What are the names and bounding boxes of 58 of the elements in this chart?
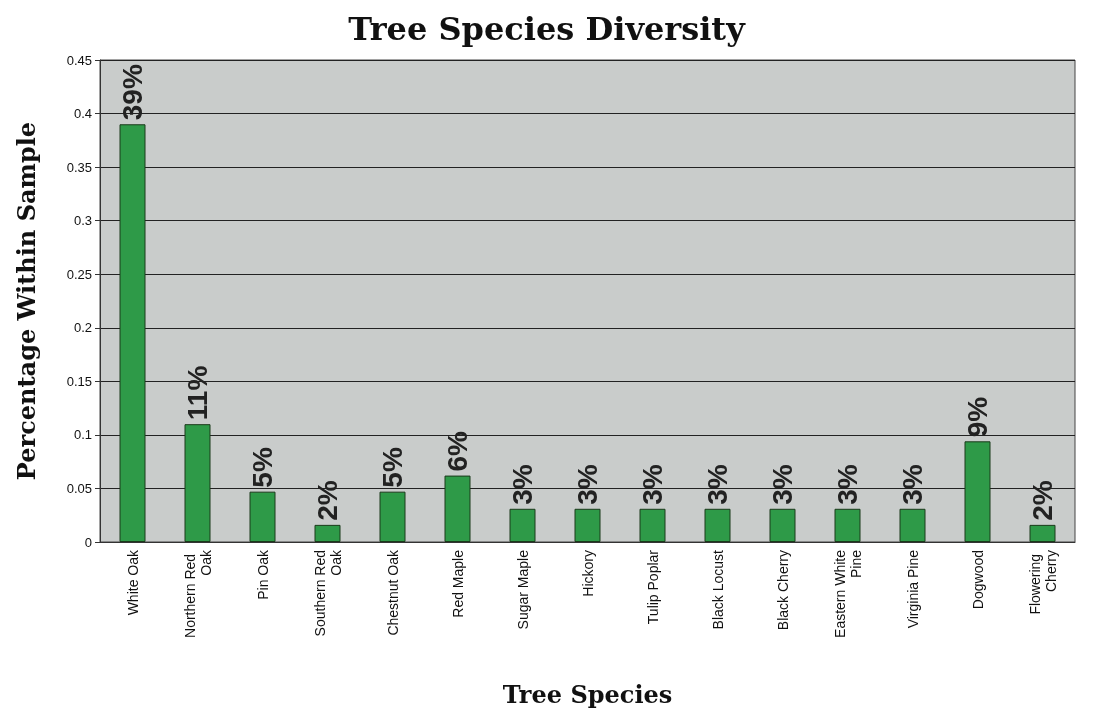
- x-tick-label: Sugar Maple: [514, 549, 531, 630]
- data-label: 3%: [637, 464, 668, 505]
- chart-title: Tree Species Diversity: [348, 10, 747, 48]
- bar: [379, 491, 406, 542]
- y-tick-label: 0.4: [73, 106, 92, 122]
- bar: [574, 508, 601, 542]
- y-tick-label: 0.35: [66, 159, 92, 175]
- x-tick-label: Southern Red Oak: [311, 549, 344, 637]
- data-label: 5%: [377, 447, 408, 488]
- data-label: 2%: [1027, 480, 1058, 521]
- y-tick-label: 0.15: [66, 373, 92, 389]
- data-label: 6%: [442, 431, 473, 472]
- y-tick-label: 0.05: [66, 480, 92, 496]
- data-label: 5%: [247, 447, 278, 488]
- data-label: 3%: [832, 464, 863, 505]
- data-label: 39%: [117, 64, 148, 121]
- x-tick-label: Flowering Cherry: [1026, 550, 1059, 615]
- data-label: 3%: [572, 464, 603, 505]
- data-label: 9%: [962, 396, 993, 438]
- y-tick-label: 0.25: [66, 266, 92, 282]
- data-label: 2%: [312, 480, 343, 521]
- bar: [1029, 524, 1056, 542]
- bar: [509, 508, 536, 542]
- bar: [249, 491, 276, 542]
- bar: [639, 508, 666, 542]
- x-tick-label: Tulip Poplar: [644, 549, 661, 625]
- x-tick-label: Eastern White Pine: [831, 549, 864, 638]
- x-tick-label: Hickory: [579, 550, 596, 597]
- x-tick-label: Northern Red Oak: [181, 549, 214, 638]
- x-tick-label: White Oak: [124, 549, 141, 616]
- bar: [444, 475, 471, 542]
- bar: [184, 424, 211, 542]
- bar: [834, 508, 861, 542]
- data-label: 3%: [507, 464, 538, 505]
- x-tick-label: Chestnut Oak: [384, 549, 401, 636]
- y-tick-label: 0.45: [66, 52, 92, 68]
- bar: [899, 508, 926, 542]
- bar: [704, 508, 731, 542]
- x-tick-label: Virginia Pine: [904, 549, 921, 629]
- bar: [964, 441, 991, 542]
- x-tick-label: Black Cherry: [774, 550, 791, 631]
- bar: [119, 124, 146, 542]
- y-tick-label: 0.2: [73, 320, 92, 336]
- x-tick-label: Pin Oak: [254, 549, 271, 600]
- bar: [314, 524, 341, 542]
- y-tick-label: 0.1: [73, 427, 92, 443]
- x-axis-title: Tree Species: [502, 679, 673, 709]
- data-label: 3%: [897, 464, 928, 505]
- bar: [769, 508, 796, 542]
- y-tick-label: 0.3: [73, 213, 92, 229]
- x-tick-label: Red Maple: [449, 549, 466, 618]
- data-label: 3%: [767, 464, 798, 505]
- x-tick-label: Dogwood: [969, 550, 986, 610]
- y-tick-label: 0: [84, 534, 92, 550]
- data-label: 3%: [702, 464, 733, 505]
- data-label: 11%: [182, 365, 213, 421]
- y-axis-title: Percentage Within Sample: [11, 121, 41, 481]
- x-tick-label: Black Locust: [709, 549, 726, 630]
